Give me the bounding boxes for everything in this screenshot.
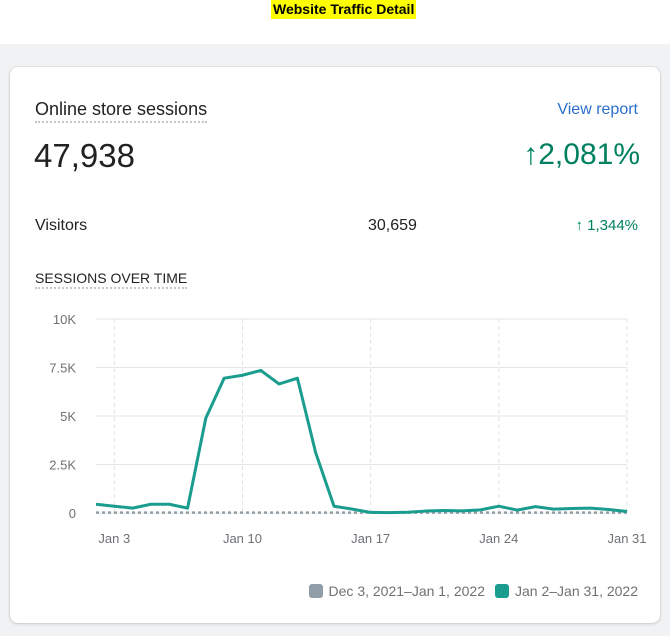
- sessions-card: Online store sessions View report 47,938…: [10, 67, 660, 623]
- visitors-label: Visitors: [35, 217, 88, 234]
- legend-item-current[interactable]: Jan 2–Jan 31, 2022: [495, 583, 638, 599]
- legend-swatch-previous: [308, 584, 323, 598]
- series-line-current: [95, 368, 628, 515]
- y-tick-label: 7.5K: [49, 361, 76, 376]
- y-tick-label: 0: [69, 506, 76, 521]
- legend-swatch-current: [495, 584, 509, 598]
- x-tick-label: Jan 24: [479, 531, 518, 546]
- sessions-change: ↑2,081%: [523, 138, 640, 171]
- legend-label-current: Jan 2–Jan 31, 2022: [515, 583, 638, 599]
- sessions-chart: 10K 7.5K 5K 2.5K 0 Jan 3 Jan 10 Jan 17 Jan 24 Jan…: [49, 312, 646, 546]
- legend-label-previous: Dec 3, 2021–Jan 1, 2022: [328, 583, 485, 599]
- y-tick-label: 10K: [53, 312, 76, 327]
- visitors-value: 30,659: [368, 217, 417, 234]
- x-tick-label: Jan 10: [223, 531, 262, 546]
- x-tick-label: Jan 3: [98, 531, 130, 546]
- y-tick-label: 5K: [60, 409, 76, 424]
- legend-item-previous[interactable]: Dec 3, 2021–Jan 1, 2022: [308, 583, 485, 599]
- view-report-link[interactable]: View report: [557, 101, 638, 118]
- y-tick-label: 2.5K: [49, 458, 76, 473]
- sessions-total: 47,938: [34, 137, 135, 174]
- x-tick-label: Jan 31: [607, 531, 646, 546]
- page-title: Website Traffic Detail: [271, 0, 417, 19]
- visitors-change: ↑ 1,344%: [575, 217, 638, 234]
- chart-heading: SESSIONS OVER TIME: [35, 270, 188, 289]
- chart-legend: Dec 3, 2021–Jan 1, 2022 Jan 2–Jan 31, 20…: [299, 583, 638, 599]
- x-tick-label: Jan 17: [351, 531, 390, 546]
- card-title: Online store sessions: [35, 99, 208, 123]
